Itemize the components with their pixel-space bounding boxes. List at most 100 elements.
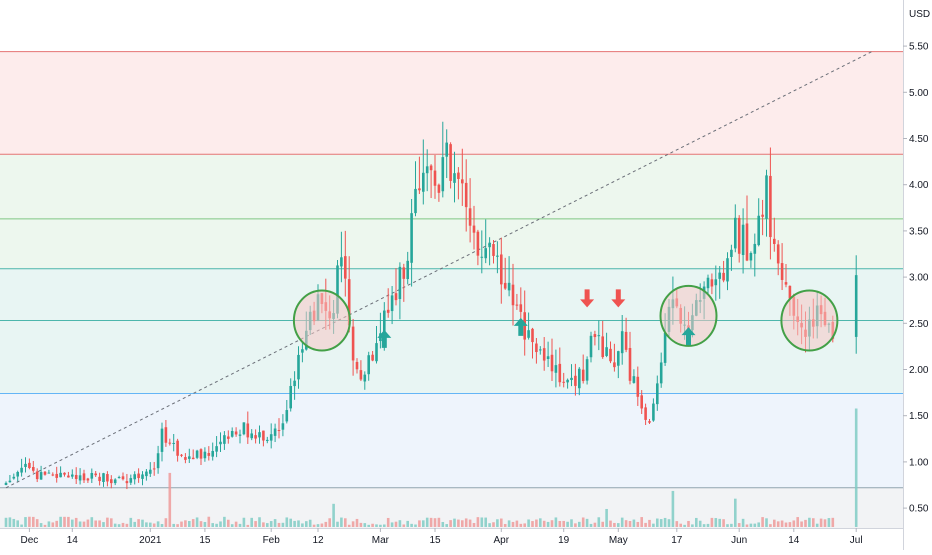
time-tick-label: Feb bbox=[263, 535, 281, 546]
volume-bar bbox=[215, 523, 218, 527]
currency-label: USD bbox=[909, 9, 930, 20]
volume-bar bbox=[648, 519, 651, 527]
volume-bar bbox=[749, 523, 753, 527]
volume-bar bbox=[156, 521, 160, 527]
volume-bar bbox=[289, 518, 292, 527]
volume-bar bbox=[8, 517, 12, 527]
candle-body bbox=[289, 385, 292, 409]
volume-bar bbox=[854, 408, 858, 527]
price-tick-label: 5.00 bbox=[909, 88, 929, 99]
volume-bar bbox=[258, 517, 261, 527]
candle-body bbox=[718, 272, 721, 279]
candle-body bbox=[246, 423, 250, 438]
candle-body bbox=[620, 331, 624, 354]
volume-bar bbox=[523, 523, 526, 527]
candle-body bbox=[402, 267, 406, 279]
volume-bar bbox=[461, 520, 464, 527]
candle-body bbox=[67, 475, 70, 478]
candle-body bbox=[86, 478, 90, 481]
volume-bar bbox=[476, 517, 480, 527]
highlight-circle bbox=[659, 284, 718, 347]
candle-body bbox=[74, 474, 78, 480]
candle-body bbox=[418, 188, 421, 191]
candle-body bbox=[433, 170, 437, 186]
volume-bar bbox=[152, 523, 156, 527]
fib-bands bbox=[0, 51, 903, 528]
volume-bar bbox=[765, 518, 768, 527]
volume-bar bbox=[769, 524, 772, 527]
volume-bar bbox=[160, 524, 164, 527]
volume-bar bbox=[305, 521, 308, 527]
candle-body bbox=[562, 381, 565, 383]
candle-body bbox=[176, 440, 179, 456]
volume-bar bbox=[683, 524, 686, 527]
volume-bar bbox=[734, 498, 737, 527]
candle-body bbox=[788, 285, 792, 299]
fib-band bbox=[0, 393, 903, 488]
candle-body bbox=[32, 467, 35, 471]
candle-body bbox=[640, 395, 643, 409]
candle-body bbox=[539, 349, 542, 351]
candle-body bbox=[149, 469, 152, 474]
candle-body bbox=[110, 479, 113, 484]
volume-bar bbox=[59, 516, 62, 527]
candle-body bbox=[82, 473, 86, 481]
candle-body bbox=[390, 295, 394, 312]
volume-bar bbox=[500, 518, 503, 527]
candle-body bbox=[492, 244, 495, 256]
price-tick-label: 2.50 bbox=[909, 319, 929, 330]
candle-body bbox=[632, 376, 636, 383]
candle-body bbox=[468, 208, 472, 226]
time-tick-label: Mar bbox=[372, 535, 390, 546]
candle-body bbox=[180, 454, 183, 456]
volume-bar bbox=[831, 517, 835, 527]
candle-body bbox=[500, 254, 503, 285]
candle-body bbox=[164, 427, 168, 443]
candle-body bbox=[773, 238, 776, 245]
volume-bar bbox=[250, 517, 253, 527]
candle-body bbox=[121, 476, 125, 480]
volume-bar bbox=[714, 518, 718, 527]
volume-bar bbox=[359, 522, 363, 527]
candle-body bbox=[765, 175, 768, 219]
candle-body bbox=[277, 430, 281, 432]
candle-body bbox=[106, 474, 109, 482]
volume-bar bbox=[425, 517, 429, 527]
volume-bar bbox=[804, 519, 807, 527]
candle-body bbox=[90, 473, 94, 479]
time-tick-label: 15 bbox=[199, 535, 211, 546]
volume-bar bbox=[320, 523, 324, 527]
volume-bar bbox=[546, 521, 550, 527]
candle-body bbox=[749, 253, 753, 261]
time-tick-label: 19 bbox=[558, 535, 570, 546]
candle-body bbox=[35, 471, 39, 480]
volume-bar bbox=[624, 520, 628, 527]
volume-bar bbox=[718, 518, 721, 527]
volume-bar bbox=[394, 521, 398, 527]
volume-bar bbox=[234, 521, 238, 527]
volume-bar bbox=[55, 520, 58, 527]
candle-body bbox=[453, 173, 456, 183]
volume-bar bbox=[589, 523, 593, 527]
candle-body bbox=[4, 482, 8, 485]
volume-bar bbox=[24, 517, 27, 527]
volume-bar bbox=[269, 521, 273, 527]
time-tick-label: Dec bbox=[21, 535, 39, 546]
candle-body bbox=[375, 343, 378, 362]
price-axis-panel bbox=[903, 0, 932, 550]
volume-bar bbox=[585, 518, 589, 527]
volume-bar bbox=[176, 524, 179, 527]
candle-body bbox=[617, 351, 620, 366]
candle-body bbox=[336, 265, 339, 314]
candle-body bbox=[484, 248, 487, 259]
volume-bar bbox=[800, 521, 803, 527]
volume-bar bbox=[695, 517, 698, 527]
candle-body bbox=[648, 421, 651, 423]
volume-bar bbox=[211, 523, 214, 527]
candle-body bbox=[578, 368, 581, 389]
candle-body bbox=[429, 165, 433, 171]
candle-body bbox=[570, 377, 573, 381]
volume-bar bbox=[437, 517, 441, 527]
candle-body bbox=[496, 255, 499, 257]
